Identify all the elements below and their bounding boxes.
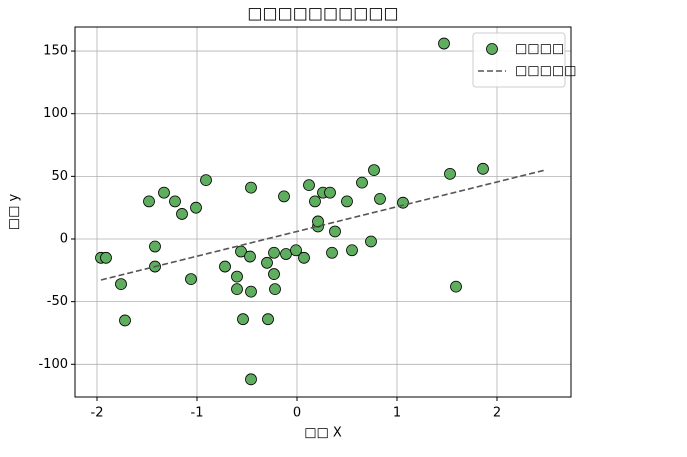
scatter-point <box>237 313 249 326</box>
scatter-point <box>115 278 127 291</box>
y-tick-label: 0 <box>60 232 68 247</box>
scatter-point <box>245 181 257 194</box>
scatter-point <box>374 193 386 205</box>
scatter-point <box>303 179 315 192</box>
scatter-point <box>119 314 131 327</box>
y-axis-label: □□ y <box>7 194 22 231</box>
scatter-point <box>356 176 368 189</box>
scatter-point <box>269 283 281 296</box>
scatter-point <box>298 251 310 264</box>
scatter-point <box>245 373 257 386</box>
legend-label: □□□□□ <box>515 64 576 79</box>
x-axis-label: □□ X <box>304 426 342 441</box>
scatter-point <box>169 195 181 208</box>
y-tick-label: -50 <box>47 294 68 309</box>
scatter-point <box>268 268 280 280</box>
scatter-point <box>450 280 462 293</box>
scatter-point <box>477 162 489 175</box>
scatter-point <box>290 244 302 257</box>
scatter-point <box>444 167 456 180</box>
y-tick-label: 150 <box>43 44 68 59</box>
x-tick-label: 1 <box>393 406 401 421</box>
scatter-point <box>219 260 231 273</box>
x-tick-label: 2 <box>493 406 501 421</box>
scatter-point <box>185 273 197 285</box>
scatter-point <box>158 186 170 199</box>
scatter-point <box>365 235 377 248</box>
scatter-point <box>244 250 256 263</box>
scatter-point <box>268 246 280 259</box>
scatter-point <box>341 195 353 208</box>
scatter-point <box>368 164 380 176</box>
legend-marker <box>486 43 498 55</box>
scatter-point <box>280 248 292 260</box>
x-tick-label: -2 <box>91 406 104 421</box>
scatter-point <box>176 208 188 220</box>
scatter-point <box>149 240 161 253</box>
scatter-point <box>324 186 336 199</box>
scatter-point <box>190 201 202 214</box>
y-tick-label: 50 <box>51 169 68 184</box>
scatter-point <box>261 256 273 269</box>
scatter-point <box>312 215 324 228</box>
x-tick-label: 0 <box>293 406 301 421</box>
scatter-point <box>326 246 338 259</box>
chart-title: □□□□□□□□□□ <box>247 4 398 23</box>
scatter-point <box>231 270 243 283</box>
plot-frame <box>74 26 572 398</box>
scatter-point <box>262 313 274 326</box>
scatter-point <box>346 244 358 257</box>
scatter-point <box>329 225 341 238</box>
y-tick-label: -100 <box>38 357 68 372</box>
scatter-point <box>100 251 112 264</box>
scatter-point <box>200 174 212 187</box>
scatter-point <box>245 285 257 298</box>
scatter-point <box>438 37 450 50</box>
scatter-point <box>278 190 290 203</box>
scatter-point <box>309 195 321 208</box>
regression-line <box>100 169 546 281</box>
scatter-point <box>143 195 155 208</box>
x-tick-label: -1 <box>191 406 204 421</box>
legend-label: □□□□ <box>515 42 564 57</box>
y-tick-label: 100 <box>43 106 68 121</box>
scatter-point <box>231 283 243 296</box>
